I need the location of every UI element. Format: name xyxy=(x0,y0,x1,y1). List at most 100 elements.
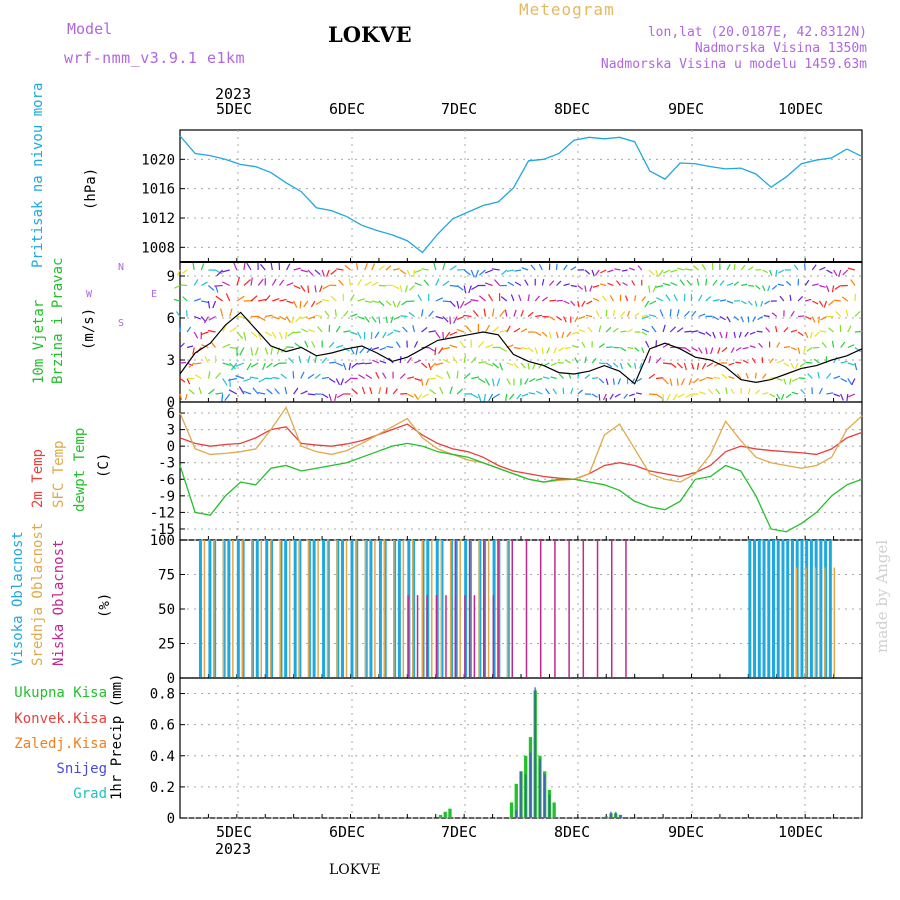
wind-vector xyxy=(614,393,621,398)
cloud-bar-high xyxy=(421,540,425,677)
wind-vector xyxy=(257,315,266,321)
wind-vector xyxy=(257,331,262,340)
wind-vector xyxy=(740,300,747,305)
cloud-bar-high xyxy=(814,540,818,677)
wind-vector xyxy=(221,281,230,287)
wind-vector xyxy=(771,312,778,317)
precip-snow-bar xyxy=(539,758,541,818)
wind-vector xyxy=(406,357,412,364)
wind-vector xyxy=(692,378,699,384)
compass-n: N xyxy=(118,262,125,273)
wind-vector xyxy=(336,393,344,399)
wind-vector xyxy=(449,344,458,349)
cloud-ytick-label-1: 25 xyxy=(158,637,175,653)
wind-vector xyxy=(612,327,619,333)
wind-vector xyxy=(656,297,664,302)
cloud-bar-low xyxy=(426,595,428,677)
wind-vector xyxy=(307,373,315,379)
wind-vector xyxy=(336,344,344,349)
wind-vector xyxy=(605,362,613,368)
wind-vector xyxy=(672,393,678,401)
cloud-bar-mid xyxy=(241,540,244,677)
wind-vector xyxy=(655,269,659,278)
cloud-bar-high xyxy=(378,540,382,677)
wind-vector xyxy=(789,294,792,302)
wind-vector xyxy=(683,362,687,371)
wind-vector xyxy=(444,331,451,339)
wind-vector xyxy=(355,262,359,271)
wind-vector xyxy=(520,362,526,369)
precip-total-bar xyxy=(524,755,528,818)
precip-total-bar xyxy=(509,802,514,818)
wind-vector xyxy=(463,372,471,379)
wind-vector xyxy=(840,341,846,348)
wind-vector xyxy=(606,346,613,349)
wind-vector xyxy=(685,393,692,398)
wind-vector xyxy=(797,279,800,286)
wind-vector xyxy=(847,362,855,366)
wind-vector xyxy=(499,362,504,371)
cloud-bar-high xyxy=(312,540,316,677)
cloud-bar-mid xyxy=(251,540,253,677)
wind-vector xyxy=(545,388,550,395)
wind-vector xyxy=(696,362,700,370)
precip-legend-hail: Grad xyxy=(73,786,107,802)
wind-vector xyxy=(733,281,739,286)
wind-vector xyxy=(676,309,680,317)
wind-vector xyxy=(549,315,556,321)
cloud-bar-high xyxy=(819,540,823,677)
wind-vector xyxy=(388,357,394,364)
cloud-bar-high xyxy=(753,540,757,677)
cloud-bar-low xyxy=(554,540,556,677)
cloud-bar-low xyxy=(511,540,514,677)
wind-vector xyxy=(429,389,437,395)
wind-vector xyxy=(841,296,849,302)
wind-vector xyxy=(548,331,552,339)
wind-vector xyxy=(188,388,195,395)
wind-vector xyxy=(266,362,273,369)
top-day-5: 10DEC xyxy=(778,100,824,118)
wind-vector xyxy=(715,388,721,395)
wind-vector xyxy=(558,347,564,352)
wind-vector xyxy=(494,279,501,286)
tsfc-line xyxy=(179,406,863,483)
wind-vector xyxy=(595,310,600,317)
wind-vector xyxy=(636,377,643,382)
wind-vector xyxy=(612,362,619,368)
wind-vector xyxy=(300,315,309,319)
wind-vector xyxy=(506,325,511,333)
wind-vector xyxy=(811,316,816,323)
cloud-bar-high xyxy=(364,540,368,677)
wind-vector xyxy=(769,376,776,380)
wind-vector xyxy=(556,299,563,302)
wind-vector xyxy=(776,393,781,400)
wind-vector xyxy=(761,285,766,292)
wind-vector xyxy=(813,358,820,364)
cloud-bar-high xyxy=(284,540,288,677)
wind-vector xyxy=(433,262,437,271)
wind-vector xyxy=(627,362,632,368)
wind-vector xyxy=(677,393,685,398)
wind-vector xyxy=(725,387,728,395)
cloud-bar-high xyxy=(790,540,794,677)
wind-vector xyxy=(635,392,642,395)
wind-vector xyxy=(758,342,763,348)
cloud-bar-low xyxy=(468,540,471,677)
wind-vector xyxy=(673,294,678,302)
wind-vector xyxy=(676,362,683,369)
wind-vector xyxy=(314,269,321,275)
wind-vector xyxy=(698,347,703,354)
wind-vector xyxy=(712,331,716,339)
wind-vector xyxy=(602,393,607,401)
wind-vector xyxy=(271,331,277,339)
wind-vector xyxy=(295,316,302,323)
wind-vector xyxy=(550,376,557,380)
wind-vector xyxy=(501,269,508,276)
precip-snow-bar xyxy=(524,774,527,818)
wind-vector xyxy=(228,389,238,395)
wind-vector xyxy=(717,347,721,354)
wind-vector xyxy=(328,393,332,401)
wind-vector xyxy=(601,295,607,302)
wind-vector xyxy=(629,267,635,271)
wind-vector xyxy=(288,357,295,364)
